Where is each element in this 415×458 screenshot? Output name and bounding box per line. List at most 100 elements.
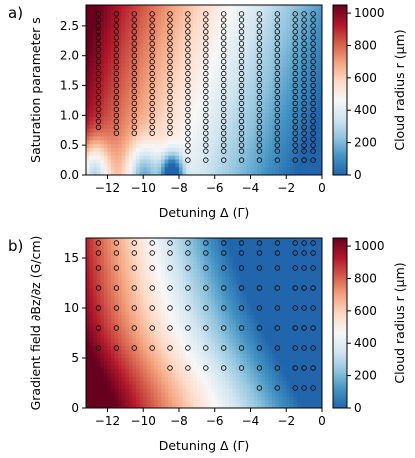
heatmap-cell xyxy=(289,62,294,68)
heatmap-cell xyxy=(164,253,169,258)
heatmap-cell xyxy=(121,82,126,87)
heatmap-cell xyxy=(86,361,91,367)
heatmap-cell xyxy=(246,16,252,22)
heatmap-cell xyxy=(254,66,259,72)
heatmap-cell xyxy=(111,353,116,359)
heatmap-cell xyxy=(236,78,241,83)
heatmap-cell xyxy=(150,361,155,367)
heatmap-cell xyxy=(89,369,94,374)
heatmap-cell xyxy=(200,117,205,122)
heatmap-cell xyxy=(100,249,105,255)
heatmap-cell xyxy=(171,307,176,313)
heatmap-cell xyxy=(96,330,101,336)
heatmap-cell xyxy=(100,292,105,297)
heatmap-cell xyxy=(153,120,159,126)
heatmap-cell xyxy=(168,155,173,161)
heatmap-cell xyxy=(96,276,101,282)
heatmap-cell xyxy=(257,8,262,14)
heatmap-cell xyxy=(218,5,223,10)
heatmap-cell xyxy=(243,47,248,52)
heatmap-cell xyxy=(193,47,198,52)
heatmap-cell xyxy=(89,59,94,64)
heatmap-cell xyxy=(143,20,148,25)
heatmap-cell xyxy=(207,128,212,134)
x-tick-label: 0 xyxy=(318,181,326,195)
heatmap-cell xyxy=(114,155,119,161)
heatmap-cell xyxy=(186,245,191,251)
heatmap-cell xyxy=(186,369,191,374)
heatmap-cell xyxy=(86,70,91,76)
heatmap-cell xyxy=(171,377,176,382)
heatmap-cell xyxy=(161,311,166,316)
heatmap-cell xyxy=(121,144,126,149)
heatmap-cell xyxy=(293,5,298,10)
heatmap-cell xyxy=(286,163,291,168)
data-point xyxy=(203,64,209,71)
heatmap-cell xyxy=(143,59,148,64)
heatmap-cell xyxy=(89,66,94,72)
heatmap-cell xyxy=(96,342,101,347)
heatmap-cell xyxy=(178,8,184,14)
heatmap-cell xyxy=(136,257,141,262)
heatmap-cell xyxy=(175,82,180,87)
heatmap-cell xyxy=(118,136,123,141)
heatmap-cell xyxy=(307,147,312,153)
heatmap-cell xyxy=(225,140,230,145)
heatmap-cell xyxy=(239,171,244,175)
heatmap-cell xyxy=(128,35,134,41)
heatmap-cell xyxy=(286,28,291,33)
heatmap-cell xyxy=(268,28,273,33)
heatmap-cell xyxy=(229,90,234,95)
heatmap-cell xyxy=(207,388,212,394)
data-point xyxy=(113,124,120,130)
heatmap-cell xyxy=(86,245,91,251)
heatmap-cell xyxy=(125,295,130,301)
heatmap-cell xyxy=(178,82,184,87)
heatmap-cell xyxy=(279,155,284,161)
heatmap-cell xyxy=(161,86,166,91)
heatmap-cell xyxy=(229,8,234,14)
heatmap-cell xyxy=(189,303,194,309)
heatmap-cell xyxy=(307,86,312,91)
heatmap-cell xyxy=(264,159,269,165)
heatmap-cell xyxy=(171,113,176,118)
heatmap-cell xyxy=(264,55,269,60)
heatmap-cell xyxy=(164,167,169,172)
heatmap-cell xyxy=(128,151,134,157)
heatmap-cell xyxy=(111,90,116,95)
data-point xyxy=(292,118,298,124)
heatmap-cell xyxy=(136,404,141,408)
heatmap-cell xyxy=(246,90,252,95)
heatmap-cell xyxy=(103,261,109,266)
heatmap-cell xyxy=(128,245,134,251)
heatmap-cell xyxy=(118,93,123,99)
heatmap-cell xyxy=(246,32,252,37)
heatmap-cell xyxy=(171,334,176,340)
heatmap-cell xyxy=(139,295,144,301)
heatmap-cell xyxy=(100,144,105,149)
heatmap-cell xyxy=(186,163,191,168)
heatmap-cell xyxy=(118,167,123,172)
heatmap-cell xyxy=(229,12,234,18)
heatmap-cell xyxy=(103,326,109,332)
heatmap-cell xyxy=(246,24,252,29)
heatmap-cell xyxy=(146,380,151,386)
heatmap-cell xyxy=(307,155,312,161)
heatmap-cell xyxy=(236,109,241,114)
heatmap-cell xyxy=(239,5,244,10)
heatmap-cell xyxy=(289,28,294,33)
heatmap-cell xyxy=(121,353,126,359)
heatmap-cell xyxy=(157,238,162,243)
heatmap-cell xyxy=(157,117,162,122)
heatmap-cell xyxy=(143,28,148,33)
heatmap-cell xyxy=(168,257,173,262)
heatmap-cell xyxy=(221,392,227,398)
heatmap-cell xyxy=(93,124,98,130)
heatmap-cell xyxy=(164,43,169,49)
heatmap-cell xyxy=(193,384,198,390)
heatmap-cell xyxy=(164,338,169,343)
heatmap-cell xyxy=(243,105,248,110)
heatmap-cell xyxy=(307,35,312,41)
heatmap-cell xyxy=(207,35,212,41)
heatmap-cell xyxy=(100,39,105,45)
